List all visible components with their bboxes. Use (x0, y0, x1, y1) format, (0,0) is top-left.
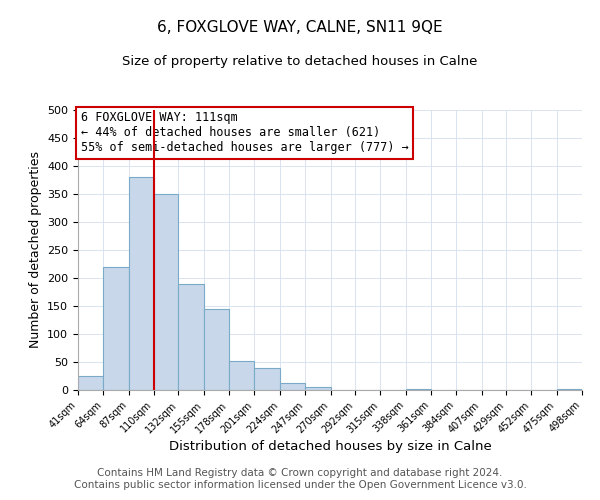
Bar (280, 384, 305, 390)
Bar (103, 267, 129, 390)
Bar (154, 194, 178, 390)
Text: 6, FOXGLOVE WAY, CALNE, SN11 9QE: 6, FOXGLOVE WAY, CALNE, SN11 9QE (157, 20, 443, 35)
Bar (229, 361, 254, 390)
Bar (129, 177, 154, 390)
Bar (204, 309, 229, 390)
Bar (305, 387, 331, 390)
X-axis label: Distribution of detached houses by size in Calne: Distribution of detached houses by size … (169, 440, 491, 453)
Bar (78, 376, 103, 390)
Text: Contains HM Land Registry data © Crown copyright and database right 2024.
Contai: Contains HM Land Registry data © Crown c… (74, 468, 526, 490)
Bar (178, 284, 204, 390)
Text: Size of property relative to detached houses in Calne: Size of property relative to detached ho… (122, 55, 478, 68)
Y-axis label: Number of detached properties: Number of detached properties (29, 152, 41, 348)
Bar (254, 368, 280, 390)
Text: 6 FOXGLOVE WAY: 111sqm
← 44% of detached houses are smaller (621)
55% of semi-de: 6 FOXGLOVE WAY: 111sqm ← 44% of detached… (80, 112, 408, 154)
